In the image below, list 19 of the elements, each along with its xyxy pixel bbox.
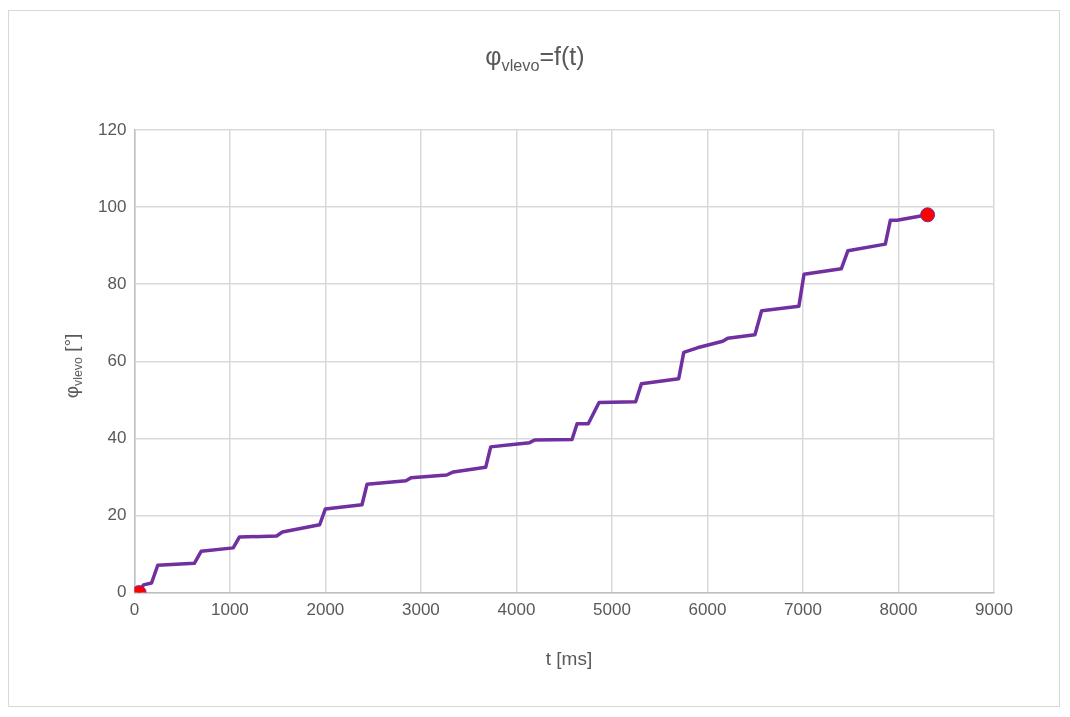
y-tick-label: 120: [97, 119, 127, 139]
y-tick-label: 20: [107, 505, 127, 525]
x-tick-label: 1000: [210, 600, 249, 620]
x-tick-label: 3000: [402, 600, 440, 620]
x-tick-label: 7000: [784, 600, 822, 620]
x-tick-label: 8000: [879, 600, 918, 620]
chart-title: φ$_{vlevo}$=f(t): [484, 42, 586, 75]
y-tick-label: 100: [97, 196, 127, 216]
x-tick-label: 4000: [497, 600, 536, 620]
x-tick-label: 6000: [688, 600, 727, 620]
x-tick-label: 2000: [306, 600, 345, 620]
x-axis-title: t [ms]: [544, 648, 594, 670]
x-tick-label: 5000: [593, 600, 631, 620]
y-tick-label: 40: [107, 428, 127, 448]
y-tick-label: 80: [107, 273, 127, 293]
x-tick-label: 9000: [975, 600, 1013, 620]
y-tick-label: 0: [116, 582, 127, 602]
y-tick-label: 60: [107, 350, 127, 370]
x-tick-label: 0: [129, 600, 140, 620]
